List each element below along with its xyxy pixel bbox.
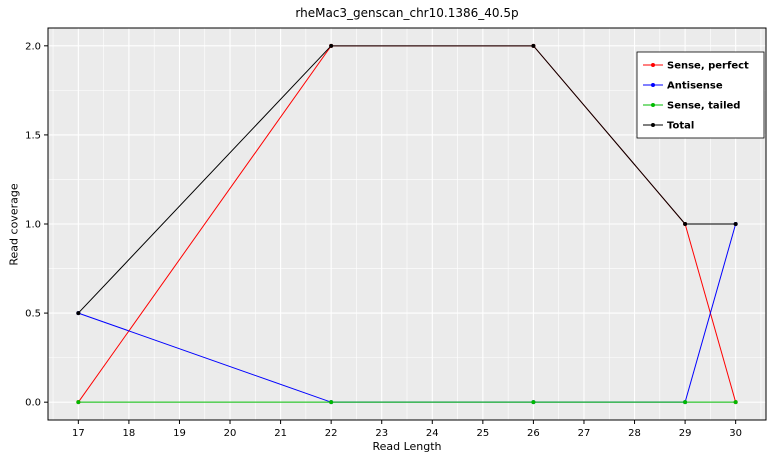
y-tick-label: 0.0 — [25, 398, 41, 409]
data-point — [329, 43, 334, 48]
x-tick-label: 26 — [527, 428, 540, 439]
y-tick-label: 1.0 — [25, 220, 41, 231]
data-point — [76, 311, 81, 316]
x-tick-label: 27 — [578, 428, 591, 439]
x-tick-label: 22 — [325, 428, 338, 439]
legend-marker — [651, 83, 655, 87]
y-tick-label: 0.5 — [25, 309, 41, 320]
y-tick-label: 1.5 — [25, 130, 41, 141]
data-point — [683, 400, 688, 405]
data-point — [76, 400, 81, 405]
chart-title: rheMac3_genscan_chr10.1386_40.5p — [295, 6, 519, 20]
y-axis-label: Read coverage — [7, 183, 21, 266]
legend-label: Total — [667, 121, 694, 132]
legend-marker — [651, 123, 655, 127]
legend-label: Sense, perfect — [667, 61, 749, 72]
x-tick-label: 25 — [476, 428, 489, 439]
x-tick-label: 29 — [679, 428, 692, 439]
x-tick-label: 19 — [173, 428, 186, 439]
data-point — [683, 222, 688, 226]
data-point — [733, 222, 738, 226]
data-point — [733, 400, 738, 405]
legend-label: Antisense — [667, 81, 723, 92]
y-tick-label: 2.0 — [25, 41, 41, 52]
x-axis-label: Read Length — [372, 440, 442, 453]
x-tick-label: 28 — [628, 428, 641, 439]
legend-label: Sense, tailed — [667, 101, 740, 112]
data-point — [531, 400, 536, 405]
legend-marker — [651, 103, 655, 107]
legend-box — [636, 51, 765, 139]
data-point — [329, 400, 334, 405]
legend-marker — [651, 63, 655, 67]
x-tick-label: 20 — [224, 428, 237, 439]
x-tick-label: 23 — [375, 428, 388, 439]
x-tick-label: 30 — [729, 428, 742, 439]
x-tick-label: 17 — [72, 428, 85, 439]
x-tick-label: 18 — [123, 428, 136, 439]
x-tick-label: 21 — [274, 428, 287, 439]
data-point — [531, 43, 536, 48]
x-tick-label: 24 — [426, 428, 439, 439]
